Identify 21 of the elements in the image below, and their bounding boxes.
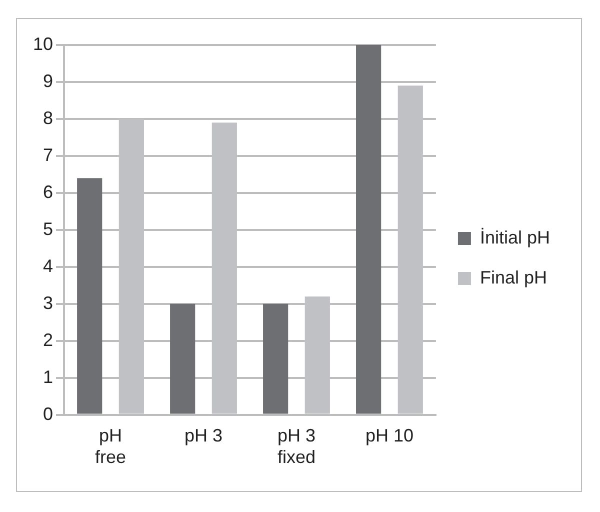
y-tick-label: 7: [43, 144, 54, 165]
bar: [170, 304, 196, 414]
y-tick-label: 9: [43, 70, 54, 91]
y-tick-label: 1: [43, 366, 54, 387]
bar: [77, 178, 102, 414]
y-tick-label: 0: [43, 404, 54, 424]
x-tick-label: pH 3 fixed: [277, 426, 316, 468]
x-tick-label: pH 3: [184, 426, 223, 446]
y-tick-label: 3: [43, 292, 54, 313]
y-tick-label: 10: [32, 34, 54, 54]
x-tick-label: pH free: [95, 426, 126, 468]
legend-label: İnitial pH: [480, 227, 550, 248]
y-tick-label: 5: [43, 218, 54, 239]
legend-label: Final pH: [480, 267, 547, 288]
y-tick-label: 6: [43, 182, 54, 202]
y-tick-label: 8: [43, 108, 54, 128]
y-tick-label: 2: [43, 330, 54, 350]
x-tick-label: pH 10: [365, 426, 414, 446]
y-tick-label: 4: [43, 256, 54, 276]
bar: [263, 304, 288, 414]
bar: [356, 45, 382, 414]
